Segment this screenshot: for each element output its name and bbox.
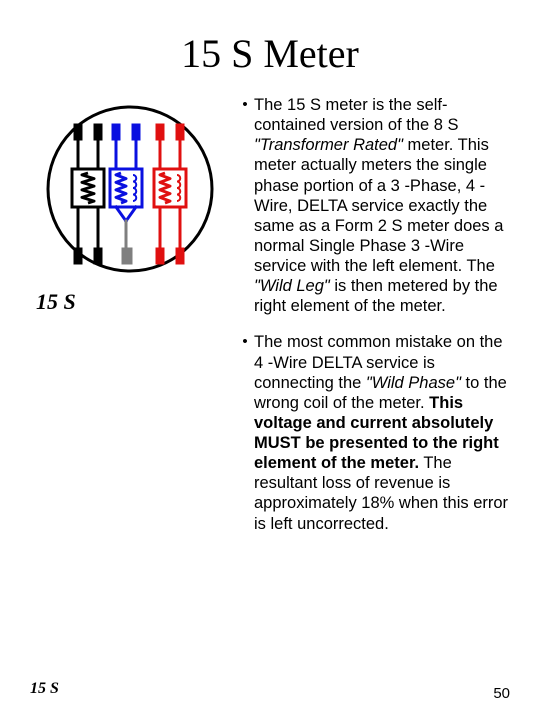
bullet-dot: • [236,332,254,533]
text-column: •The 15 S meter is the self-contained ve… [230,95,510,550]
slide-page: 15 S Meter 15 S •The 15 S meter is the s… [0,0,540,720]
bullet-text: The 15 S meter is the self-contained ver… [254,95,510,316]
two-column-layout: 15 S •The 15 S meter is the self-contain… [30,95,510,550]
footer-label: 15 S [30,680,59,698]
bullet-item: •The most common mistake on the 4 -Wire … [236,332,510,533]
page-number: 50 [493,685,510,702]
figure-wrapper: 15 S [30,99,230,315]
bullet-dot: • [236,95,254,316]
bullet-item: •The 15 S meter is the self-contained ve… [236,95,510,316]
figure-caption: 15 S [36,289,76,315]
page-title: 15 S Meter [30,30,510,77]
bullet-text: The most common mistake on the 4 -Wire D… [254,332,510,533]
bullet-list: •The 15 S meter is the self-contained ve… [236,95,510,534]
meter-diagram [40,99,220,279]
figure-column: 15 S [30,95,230,315]
